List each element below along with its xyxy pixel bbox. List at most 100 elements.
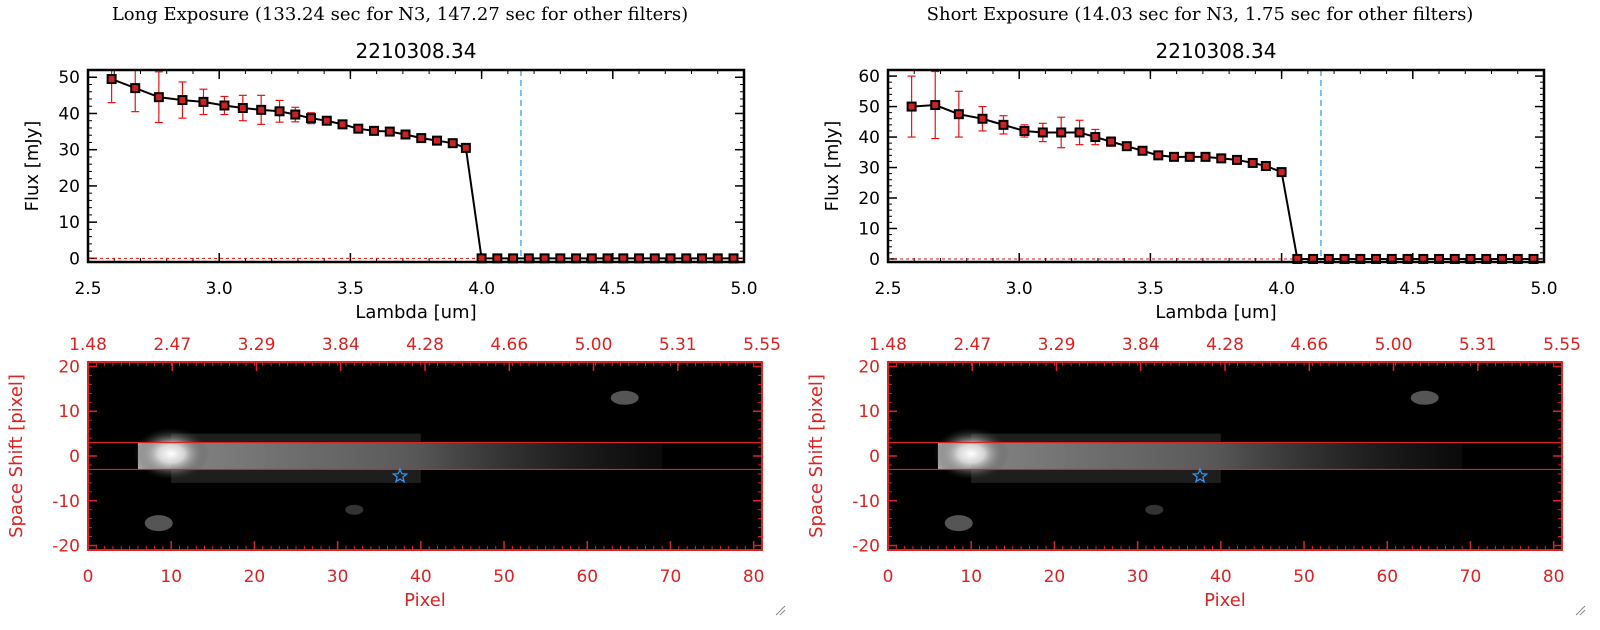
data-point [290, 109, 301, 120]
spectrum-chart: 2210308.34 2.5 3.0 3.5 4.0 4.5 5.0 0 10 20 30 40 50 L… [22, 39, 758, 323]
x-tick-label: 0 [883, 567, 894, 587]
data-point [977, 113, 988, 124]
top-x-tick-label: 2.47 [153, 335, 191, 355]
data-point [1276, 167, 1287, 178]
y-tick-label: -20 [52, 537, 80, 557]
y-tick-label: 20 [58, 177, 80, 197]
source-streak [937, 442, 1463, 470]
top-x-tick-label: 5.00 [1375, 335, 1413, 355]
secondary-source [144, 515, 173, 532]
data-point [930, 100, 941, 111]
data-point [1260, 161, 1271, 171]
source-halo [171, 433, 421, 483]
y-tick-label: 20 [858, 357, 880, 377]
y-tick-label: 10 [858, 219, 880, 239]
spatial-image-chart: 0 10 20 30 40 50 60 70 80 1.48 2.47 3.29 3.84 4.28 4.6… [806, 335, 1581, 611]
x-tick-label: 3.5 [1137, 279, 1164, 299]
data-point [953, 109, 964, 120]
top-x-tick-label: 5.31 [659, 335, 697, 355]
spectrum-and-image-plot: 2210308.342.5 3.0 3.5 4.0 4.5 5.001020304050L… [6, 39, 781, 611]
chart-title: 2210308.34 [1156, 39, 1277, 63]
top-x-tick-label: 4.66 [1290, 335, 1328, 355]
data-point [306, 113, 317, 124]
bright-source [933, 427, 1010, 480]
data-point [1200, 151, 1211, 162]
x-tick-label: 4.0 [468, 279, 495, 299]
x-tick-label: 5.0 [730, 279, 757, 299]
data-point [219, 100, 230, 111]
x-tick-label: 3.0 [206, 279, 233, 299]
y-tick-label: 30 [58, 141, 80, 161]
data-point [998, 119, 1009, 130]
data-point [237, 103, 248, 114]
data-point [1106, 136, 1117, 147]
y-tick-label: 20 [858, 189, 880, 209]
y-tick-label: -20 [852, 537, 880, 557]
y-tick-label: 10 [58, 402, 80, 422]
x-tick-label: 50 [493, 567, 515, 587]
y-tick-label: 0 [69, 447, 80, 467]
x-tick-label: 2.5 [74, 279, 101, 299]
top-x-tick-label: 1.48 [69, 335, 107, 355]
data-point [1121, 141, 1132, 152]
spectrum-chart: 2210308.34 2.5 3.0 3.5 4.0 4.5 5.0 0 10 20 30 40 50 6… [822, 39, 1558, 323]
exposure-title: Long Exposure (133.24 sec for N3, 147.27… [111, 4, 689, 25]
data-point [384, 126, 395, 137]
x-tick-label: 60 [1376, 567, 1398, 587]
image-frame [887, 361, 1563, 551]
x-axis-label: Lambda [um] [1155, 302, 1276, 323]
x-tick-label: 70 [660, 567, 682, 587]
data-point [353, 123, 364, 134]
y-axis-label: Flux [mJy] [22, 121, 43, 212]
y-tick-label: 10 [58, 213, 80, 233]
y-tick-label: 50 [58, 68, 80, 88]
data-point [460, 142, 471, 153]
y-tick-label: 10 [858, 402, 880, 422]
top-x-tick-label: 5.31 [1459, 335, 1497, 355]
spatial-image-chart: 0 10 20 30 40 50 60 70 80 1.48 2.47 3.29 3.84 4.28 4.6… [6, 335, 781, 611]
image-frame [87, 361, 763, 551]
top-x-tick-label: 4.28 [406, 335, 444, 355]
data-point [337, 119, 348, 130]
secondary-source [944, 515, 973, 532]
long-exposure-panel: Long Exposure (133.24 sec for N3, 147.27… [6, 4, 781, 611]
data-point [400, 129, 411, 140]
y-axis-label: Flux [mJy] [822, 121, 843, 212]
x-tick-label: 30 [327, 567, 349, 587]
spectrum-frame [886, 68, 1546, 264]
star-marker-icon [391, 467, 409, 484]
data-point [153, 92, 164, 103]
top-x-tick-label: 1.48 [869, 335, 907, 355]
data-point [130, 83, 141, 94]
x-tick-label: 80 [1543, 567, 1565, 587]
top-x-tick-label: 3.84 [322, 335, 360, 355]
x-tick-label: 40 [410, 567, 432, 587]
resize-grip-icon[interactable] [1574, 604, 1586, 616]
top-x-tick-label: 3.29 [238, 335, 276, 355]
x-tick-label: 20 [1044, 567, 1066, 587]
short-exposure-panel: Short Exposure (14.03 sec for N3, 1.75 s… [800, 0, 1600, 630]
data-point [1184, 151, 1195, 162]
x-tick-label: 60 [576, 567, 598, 587]
x-axis-label: Pixel [404, 590, 446, 611]
x-tick-label: 5.0 [1530, 279, 1557, 299]
data-point [1090, 132, 1101, 143]
top-x-tick-label: 2.47 [953, 335, 991, 355]
y-tick-label: 30 [858, 159, 880, 179]
data-point [106, 74, 117, 85]
x-tick-label: 50 [1293, 567, 1315, 587]
resize-grip-icon[interactable] [774, 604, 786, 616]
data-point [177, 95, 188, 106]
data-point [1216, 153, 1227, 164]
data-point [1169, 151, 1180, 162]
y-tick-label: 0 [869, 250, 880, 270]
data-point [416, 133, 427, 144]
data-point [198, 96, 209, 107]
bright-source [133, 427, 210, 480]
data-point [1247, 157, 1258, 168]
x-axis-label: Pixel [1204, 590, 1246, 611]
x-tick-label: 3.0 [1006, 279, 1033, 299]
data-point [447, 138, 458, 149]
secondary-source [1410, 390, 1439, 405]
y-axis-label: Space Shift [pixel] [806, 374, 827, 538]
